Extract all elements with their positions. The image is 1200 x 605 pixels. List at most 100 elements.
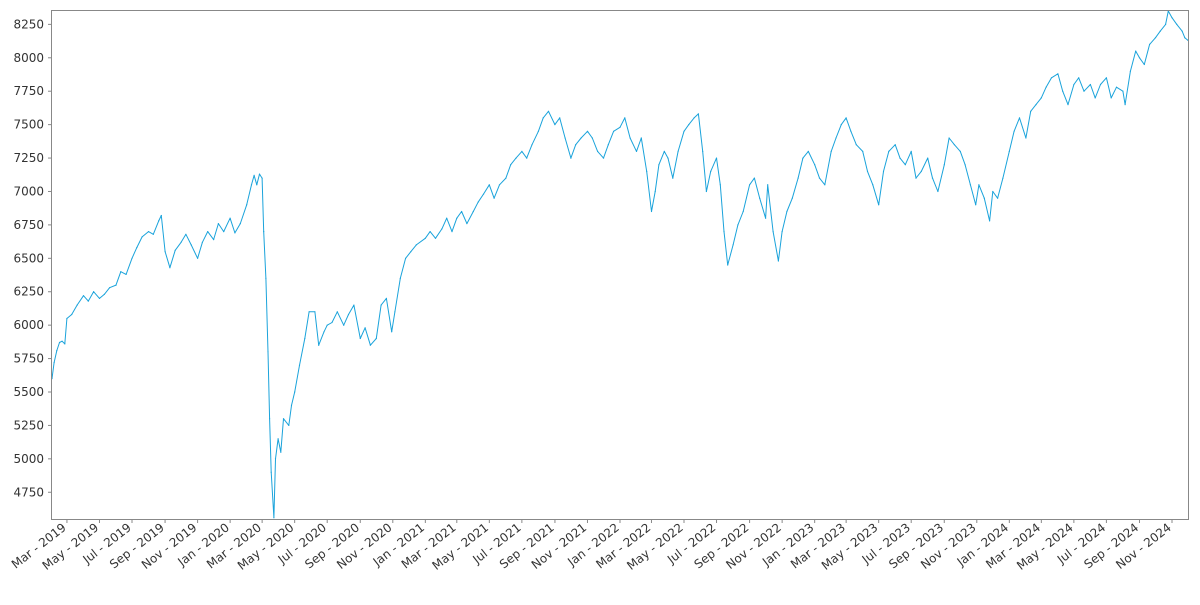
y-tick-label: 5250 — [13, 418, 44, 432]
data-point — [239, 223, 241, 225]
data-point — [948, 137, 950, 139]
data-point — [1171, 17, 1173, 19]
data-point — [336, 311, 338, 313]
data-point — [482, 193, 485, 195]
data-point — [246, 204, 248, 206]
data-point — [1135, 50, 1137, 52]
data-point — [624, 117, 626, 119]
data-point — [1073, 83, 1075, 86]
data-point — [318, 344, 320, 346]
data-point — [61, 340, 63, 342]
data-point — [277, 438, 279, 440]
y-tick-label: 6000 — [13, 318, 44, 332]
data-point — [927, 157, 929, 159]
data-point — [882, 170, 885, 172]
data-point — [394, 311, 396, 313]
data-point — [164, 251, 166, 253]
data-point — [160, 214, 162, 217]
data-point — [71, 313, 73, 316]
data-point — [1115, 86, 1118, 88]
data-point — [586, 130, 589, 132]
data-point — [547, 110, 550, 112]
data-point — [554, 124, 556, 126]
data-point — [969, 184, 972, 186]
data-point — [267, 351, 269, 353]
data-point — [263, 231, 265, 233]
data-point — [274, 458, 277, 460]
data-point — [580, 137, 582, 139]
data-point — [380, 304, 382, 306]
data-point — [1050, 77, 1053, 79]
data-point — [715, 157, 718, 159]
data-point — [505, 177, 507, 179]
data-point — [797, 177, 799, 179]
y-tick-label: 5750 — [13, 352, 44, 366]
data-point — [282, 418, 285, 420]
data-point — [1045, 86, 1047, 88]
data-point — [693, 117, 695, 119]
data-point — [1025, 137, 1027, 139]
data-point — [201, 241, 203, 243]
data-point — [304, 337, 306, 340]
data-point — [931, 177, 934, 179]
y-tick-label: 7000 — [13, 184, 44, 198]
data-point — [456, 217, 458, 219]
data-point — [375, 337, 377, 340]
data-point — [1078, 77, 1080, 79]
data-point — [878, 204, 880, 206]
data-point — [814, 164, 816, 166]
data-point — [894, 144, 896, 146]
data-point — [697, 113, 700, 115]
data-point — [521, 150, 523, 152]
data-point — [619, 126, 621, 128]
data-point — [570, 157, 572, 159]
data-point — [602, 157, 605, 159]
data-point — [131, 257, 133, 259]
data-point — [607, 144, 609, 146]
data-point — [125, 273, 127, 275]
data-point — [515, 157, 517, 159]
data-point — [1159, 30, 1161, 32]
data-point — [493, 197, 495, 199]
data-point — [575, 144, 577, 146]
data-point — [786, 210, 788, 213]
plot-frame — [51, 10, 1189, 520]
data-point — [253, 174, 255, 176]
data-point — [288, 424, 290, 426]
data-point — [314, 311, 316, 313]
data-point — [280, 451, 282, 453]
data-point — [1062, 90, 1064, 92]
data-point — [613, 130, 615, 132]
y-tick-label: 4750 — [13, 485, 44, 499]
data-point — [781, 231, 783, 233]
data-point — [683, 130, 685, 132]
data-point — [705, 190, 708, 193]
y-tick-label: 6750 — [13, 218, 44, 232]
data-point — [710, 170, 712, 172]
data-point — [866, 170, 869, 172]
data-point — [56, 350, 58, 352]
data-point — [830, 150, 832, 152]
data-point — [180, 241, 182, 243]
data-point — [992, 190, 994, 193]
data-point — [1176, 23, 1178, 25]
data-point — [234, 232, 236, 234]
data-point — [872, 184, 874, 186]
data-point — [1124, 104, 1126, 106]
data-point — [765, 217, 767, 219]
data-point — [983, 197, 985, 199]
data-point — [158, 220, 160, 222]
data-point — [66, 317, 68, 320]
data-point — [650, 210, 653, 213]
data-point — [1057, 73, 1059, 75]
data-point — [364, 327, 366, 329]
data-point — [559, 117, 561, 119]
data-point — [997, 197, 999, 199]
data-point — [217, 223, 219, 225]
data-point — [904, 164, 906, 166]
data-point — [855, 144, 857, 146]
data-point — [737, 224, 739, 226]
data-point — [213, 239, 215, 241]
data-point — [461, 210, 463, 213]
data-point — [347, 313, 350, 316]
